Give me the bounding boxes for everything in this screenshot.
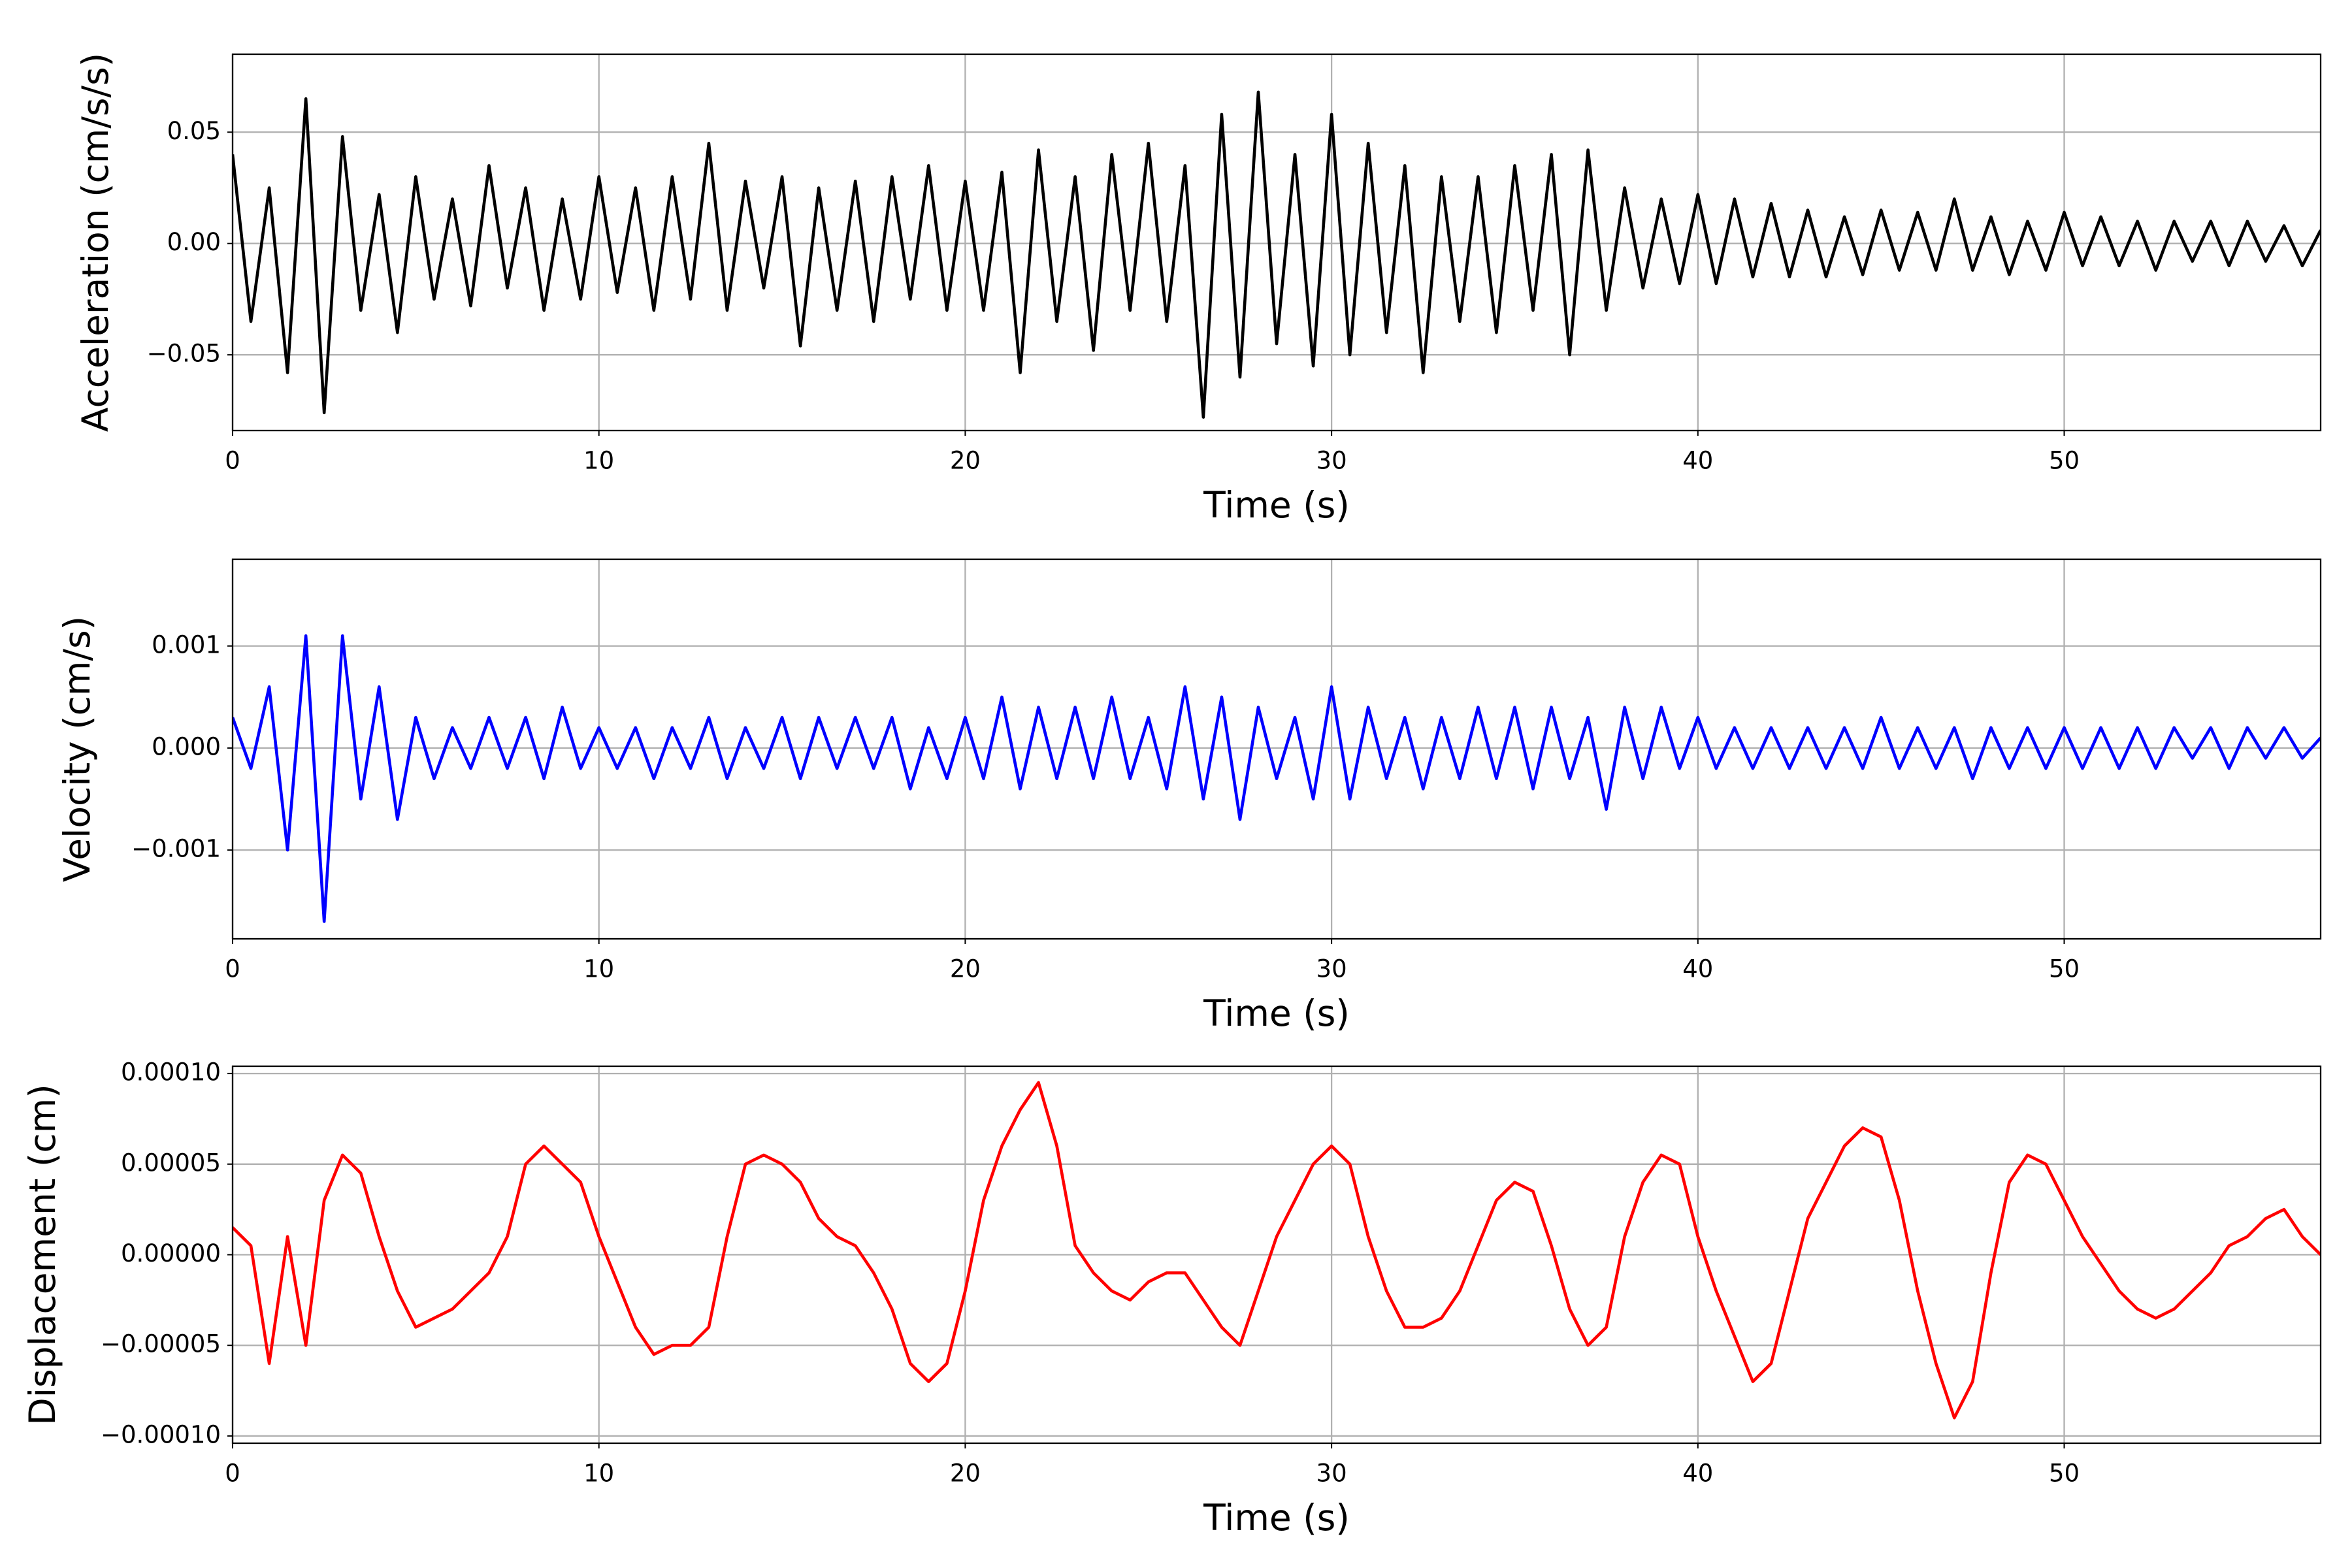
x-tick-label: 10 <box>583 955 614 983</box>
y-tick-label: 0.00005 <box>121 1149 221 1177</box>
axes-frame <box>231 53 2322 432</box>
y-tick-label: 0.00000 <box>121 1239 221 1267</box>
x-tick-label: 30 <box>1316 955 1347 983</box>
y-tick-label: −0.05 <box>147 340 221 368</box>
x-tick-label: 50 <box>2049 1460 2080 1488</box>
x-axis-label: Time (s) <box>1203 484 1350 526</box>
axes-frame <box>231 1065 2322 1445</box>
x-tick-label: 40 <box>1682 955 1713 983</box>
y-axis-label: Acceleration (cm/s/s) <box>74 53 116 432</box>
y-tick-label: 0.00010 <box>121 1058 221 1086</box>
y-tick-label: 0.001 <box>152 630 221 659</box>
x-tick-label: 0 <box>225 447 240 475</box>
x-tick-label: 50 <box>2049 955 2080 983</box>
y-tick-label: −0.00005 <box>101 1330 221 1358</box>
x-tick-label: 50 <box>2049 447 2080 475</box>
y-tick-label: 0.000 <box>152 732 221 760</box>
x-tick-label: 20 <box>950 1460 981 1488</box>
y-axis-label: Velocity (cm/s) <box>56 616 98 882</box>
data-line <box>233 634 2321 923</box>
y-tick-label: 0.05 <box>167 117 221 145</box>
x-tick-label: 40 <box>1682 447 1713 475</box>
subplot: 0 10 20 30 40 50 −0.00010 −0.00005 0.00000 0.0000… <box>22 1058 2322 1539</box>
subplot: 0 10 20 30 40 50 −0.001 0.000 0.001 Time (s) Veloc… <box>56 558 2322 1034</box>
x-tick-label: 0 <box>225 955 240 983</box>
y-tick-label: −0.00010 <box>101 1420 221 1448</box>
x-tick-label: 30 <box>1316 447 1347 475</box>
x-axis-label: Time (s) <box>1203 1497 1350 1539</box>
x-tick-label: 0 <box>225 1460 240 1488</box>
x-tick-label: 20 <box>950 447 981 475</box>
y-tick-label: −0.001 <box>131 835 221 863</box>
subplot: 0 10 20 30 40 50 −0.05 0.00 0.05 Time (s) Accelera… <box>74 53 2322 526</box>
x-tick-label: 40 <box>1682 1460 1713 1488</box>
x-tick-label: 30 <box>1316 1460 1347 1488</box>
data-line <box>233 90 2321 419</box>
x-tick-label: 10 <box>583 1460 614 1488</box>
y-axis-label: Displacement (cm) <box>22 1084 63 1425</box>
x-tick-label: 10 <box>583 447 614 475</box>
x-axis-label: Time (s) <box>1203 992 1350 1034</box>
data-line <box>233 1081 2321 1420</box>
y-tick-label: 0.00 <box>167 228 221 256</box>
axes-frame <box>231 558 2322 940</box>
x-tick-label: 20 <box>950 955 981 983</box>
